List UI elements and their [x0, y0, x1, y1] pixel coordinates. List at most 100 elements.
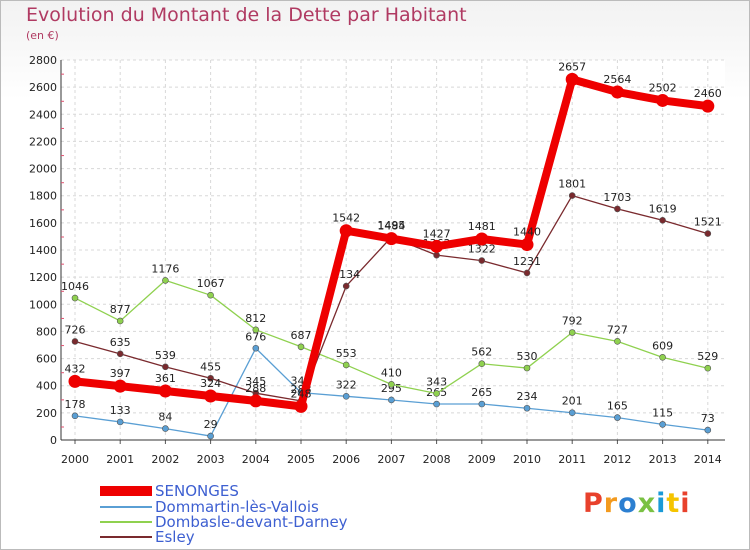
- data-label-dommartin-l-s-vallois: 84: [158, 411, 172, 424]
- data-label-senonges: 2657: [558, 60, 586, 73]
- data-point-esley: [478, 257, 486, 264]
- data-label-dommartin-l-s-vallois: 115: [652, 406, 673, 419]
- data-label-senonges: 1440: [513, 226, 541, 239]
- data-label-esley: 1619: [649, 202, 677, 215]
- data-point-dombasle-devant-darney: [614, 338, 621, 345]
- legend-swatch-esley: [100, 536, 152, 538]
- data-point-dombasle-devant-darney: [252, 326, 260, 334]
- x-tick-label: 2001: [106, 453, 134, 466]
- x-tick-label: 2012: [603, 453, 631, 466]
- data-label-dombasle-devant-darney: 609: [652, 339, 673, 352]
- y-tick-label: 2200: [29, 135, 57, 148]
- data-point-dombasle-devant-darney: [116, 317, 124, 325]
- data-point-esley: [433, 251, 440, 259]
- data-label-dommartin-l-s-vallois: 133: [110, 404, 131, 417]
- data-point-dombasle-devant-darney: [297, 343, 305, 351]
- data-label-senonges: 324: [200, 377, 221, 390]
- data-label-dombasle-devant-darney: 792: [562, 315, 583, 328]
- data-point-senonges: [610, 85, 624, 99]
- data-label-esley: 1231: [513, 255, 541, 268]
- data-point-esley: [207, 374, 214, 382]
- data-point-esley: [342, 282, 350, 290]
- data-label-dommartin-l-s-vallois: 29: [204, 418, 218, 431]
- data-point-esley: [659, 216, 666, 224]
- data-label-senonges: 2502: [649, 81, 677, 94]
- data-label-esley: 455: [200, 360, 221, 373]
- y-tick-label: 1600: [29, 217, 57, 230]
- data-point-senonges: [384, 232, 398, 246]
- data-point-senonges: [249, 394, 263, 408]
- data-label-senonges: 248: [291, 387, 312, 400]
- data-point-dommartin-l-s-vallois: [568, 409, 576, 417]
- data-label-esley: 1495: [377, 219, 405, 232]
- y-tick-label: 400: [36, 380, 57, 393]
- legend-swatch-dombasle: [100, 521, 152, 523]
- data-label-dombasle-devant-darney: 727: [607, 323, 628, 336]
- y-tick-label: 1000: [29, 298, 57, 311]
- legend-item-senonges: SENONGES: [100, 482, 239, 500]
- logo-letter: i: [680, 488, 691, 519]
- data-point-dommartin-l-s-vallois: [207, 432, 214, 440]
- y-tick-label: 800: [36, 325, 57, 338]
- data-label-esley: 345: [245, 375, 266, 388]
- y-tick-label: 0: [50, 434, 57, 447]
- y-tick-label: 200: [36, 407, 57, 420]
- data-point-dommartin-l-s-vallois: [162, 425, 169, 432]
- data-point-senonges: [204, 389, 218, 403]
- proxiti-logo: Proxiti: [583, 488, 691, 519]
- logo-letter: o: [618, 488, 638, 519]
- data-point-dombasle-devant-darney: [659, 354, 666, 361]
- data-point-esley: [704, 230, 712, 237]
- data-point-dommartin-l-s-vallois: [342, 392, 350, 400]
- data-label-dommartin-l-s-vallois: 178: [65, 398, 86, 411]
- data-point-esley: [568, 192, 576, 199]
- data-point-dommartin-l-s-vallois: [659, 421, 666, 428]
- data-point-dommartin-l-s-vallois: [523, 404, 531, 412]
- legend-label-esley: Esley: [155, 528, 195, 546]
- data-point-esley: [116, 350, 124, 358]
- legend-item-dommartin: Dommartin-lès-Vallois: [100, 498, 319, 516]
- data-label-esley: 1801: [558, 178, 586, 191]
- data-point-senonges: [475, 232, 489, 246]
- data-label-dombasle-devant-darney: 530: [517, 350, 538, 363]
- legend-item-esley: Esley: [100, 528, 195, 546]
- data-label-esley: 635: [110, 336, 131, 349]
- data-label-dombasle-devant-darney: 529: [697, 350, 718, 363]
- data-label-senonges: 1427: [423, 227, 451, 240]
- data-point-senonges: [294, 399, 308, 413]
- data-label-senonges: 397: [110, 367, 131, 380]
- data-label-esley: 726: [65, 323, 86, 336]
- data-point-dommartin-l-s-vallois: [116, 418, 124, 426]
- data-point-dombasle-devant-darney: [71, 294, 79, 302]
- data-label-dombasle-devant-darney: 877: [110, 303, 131, 316]
- data-label-senonges: 1542: [332, 212, 360, 225]
- data-point-dommartin-l-s-vallois: [704, 426, 712, 434]
- data-point-senonges: [339, 224, 353, 238]
- data-label-dombasle-devant-darney: 1046: [61, 280, 89, 293]
- y-tick-label: 1400: [29, 244, 57, 257]
- data-label-dommartin-l-s-vallois: 165: [607, 400, 628, 413]
- data-point-esley: [71, 338, 79, 345]
- data-label-dommartin-l-s-vallois: 234: [517, 390, 538, 403]
- data-label-esley: 1521: [694, 216, 722, 229]
- data-label-senonges: 432: [65, 362, 86, 375]
- data-point-senonges: [113, 379, 127, 393]
- x-tick-label: 2010: [513, 453, 541, 466]
- data-point-dombasle-devant-darney: [433, 390, 440, 397]
- legend-item-dombasle: Dombasle-devant-Darney: [100, 513, 348, 531]
- logo-letter: i: [656, 488, 667, 519]
- data-label-esley: 539: [155, 349, 176, 362]
- data-point-dommartin-l-s-vallois: [252, 344, 260, 352]
- data-label-dombasle-devant-darney: 343: [426, 375, 447, 388]
- x-tick-label: 2004: [242, 453, 270, 466]
- data-label-dombasle-devant-darney: 812: [245, 312, 266, 325]
- data-point-senonges: [68, 374, 82, 388]
- x-tick-label: 2013: [649, 453, 677, 466]
- chart-title: Evolution du Montant de la Dette par Hab…: [26, 4, 467, 26]
- legend-swatch-dommartin: [100, 506, 152, 508]
- data-point-dombasle-devant-darney: [388, 381, 395, 388]
- data-point-senonges: [701, 99, 715, 113]
- data-point-dombasle-devant-darney: [523, 364, 531, 372]
- data-point-dombasle-devant-darney: [704, 364, 712, 372]
- x-tick-label: 2002: [151, 453, 179, 466]
